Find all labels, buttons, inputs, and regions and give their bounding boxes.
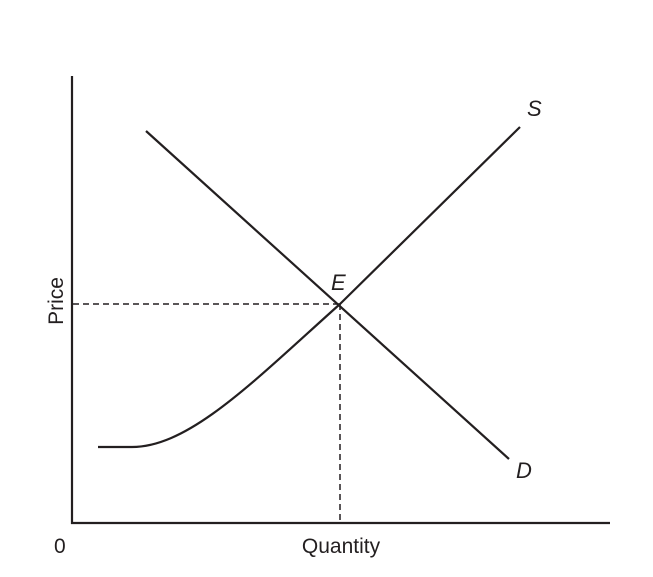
- supply-curve: [98, 126, 521, 449]
- supply-label: S: [527, 96, 542, 121]
- demand-curve: [145, 130, 510, 460]
- equilibrium-label: E: [331, 270, 346, 295]
- y-axis-label: Price: [45, 277, 68, 325]
- origin-label: 0: [54, 535, 66, 558]
- demand-label: D: [516, 458, 532, 483]
- x-axis-label: Quantity: [302, 535, 381, 558]
